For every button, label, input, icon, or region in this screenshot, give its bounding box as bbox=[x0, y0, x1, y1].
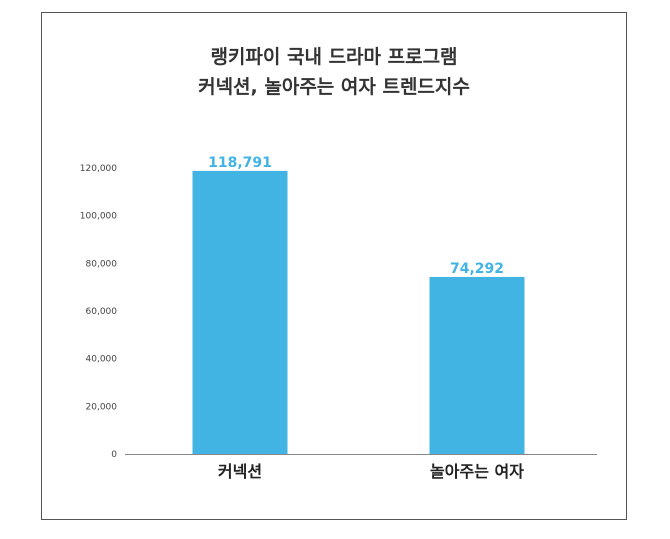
bar-value-label: 74,292 bbox=[450, 261, 504, 277]
bar-value-label: 118,791 bbox=[208, 155, 272, 171]
chart-frame bbox=[41, 12, 627, 520]
y-tick-label: 60,000 bbox=[86, 307, 118, 317]
chart-title-line-2: 커넥션, 놀아주는 여자 트렌드지수 bbox=[198, 76, 470, 98]
chart-title-line-1: 랭키파이 국내 드라마 프로그램 bbox=[210, 46, 458, 68]
y-tick-label: 40,000 bbox=[86, 355, 118, 365]
x-category-label: 커넥션 bbox=[218, 462, 262, 481]
y-tick-label: 20,000 bbox=[86, 402, 118, 412]
x-axis: 커넥션 놀아주는 여자 bbox=[125, 454, 597, 481]
y-tick-label: 100,000 bbox=[80, 212, 117, 222]
bar bbox=[429, 276, 525, 454]
x-category-label: 놀아주는 여자 bbox=[430, 462, 524, 481]
bars bbox=[192, 170, 525, 454]
y-tick-label: 80,000 bbox=[86, 259, 118, 269]
y-tick-label: 120,000 bbox=[80, 164, 117, 174]
value-labels: 118,791 74,292 bbox=[208, 155, 504, 277]
bar bbox=[192, 170, 288, 454]
y-tick-label: 0 bbox=[111, 450, 117, 460]
y-axis: 0 20,000 40,000 60,000 80,000 100,000 120,000 bbox=[80, 164, 117, 460]
